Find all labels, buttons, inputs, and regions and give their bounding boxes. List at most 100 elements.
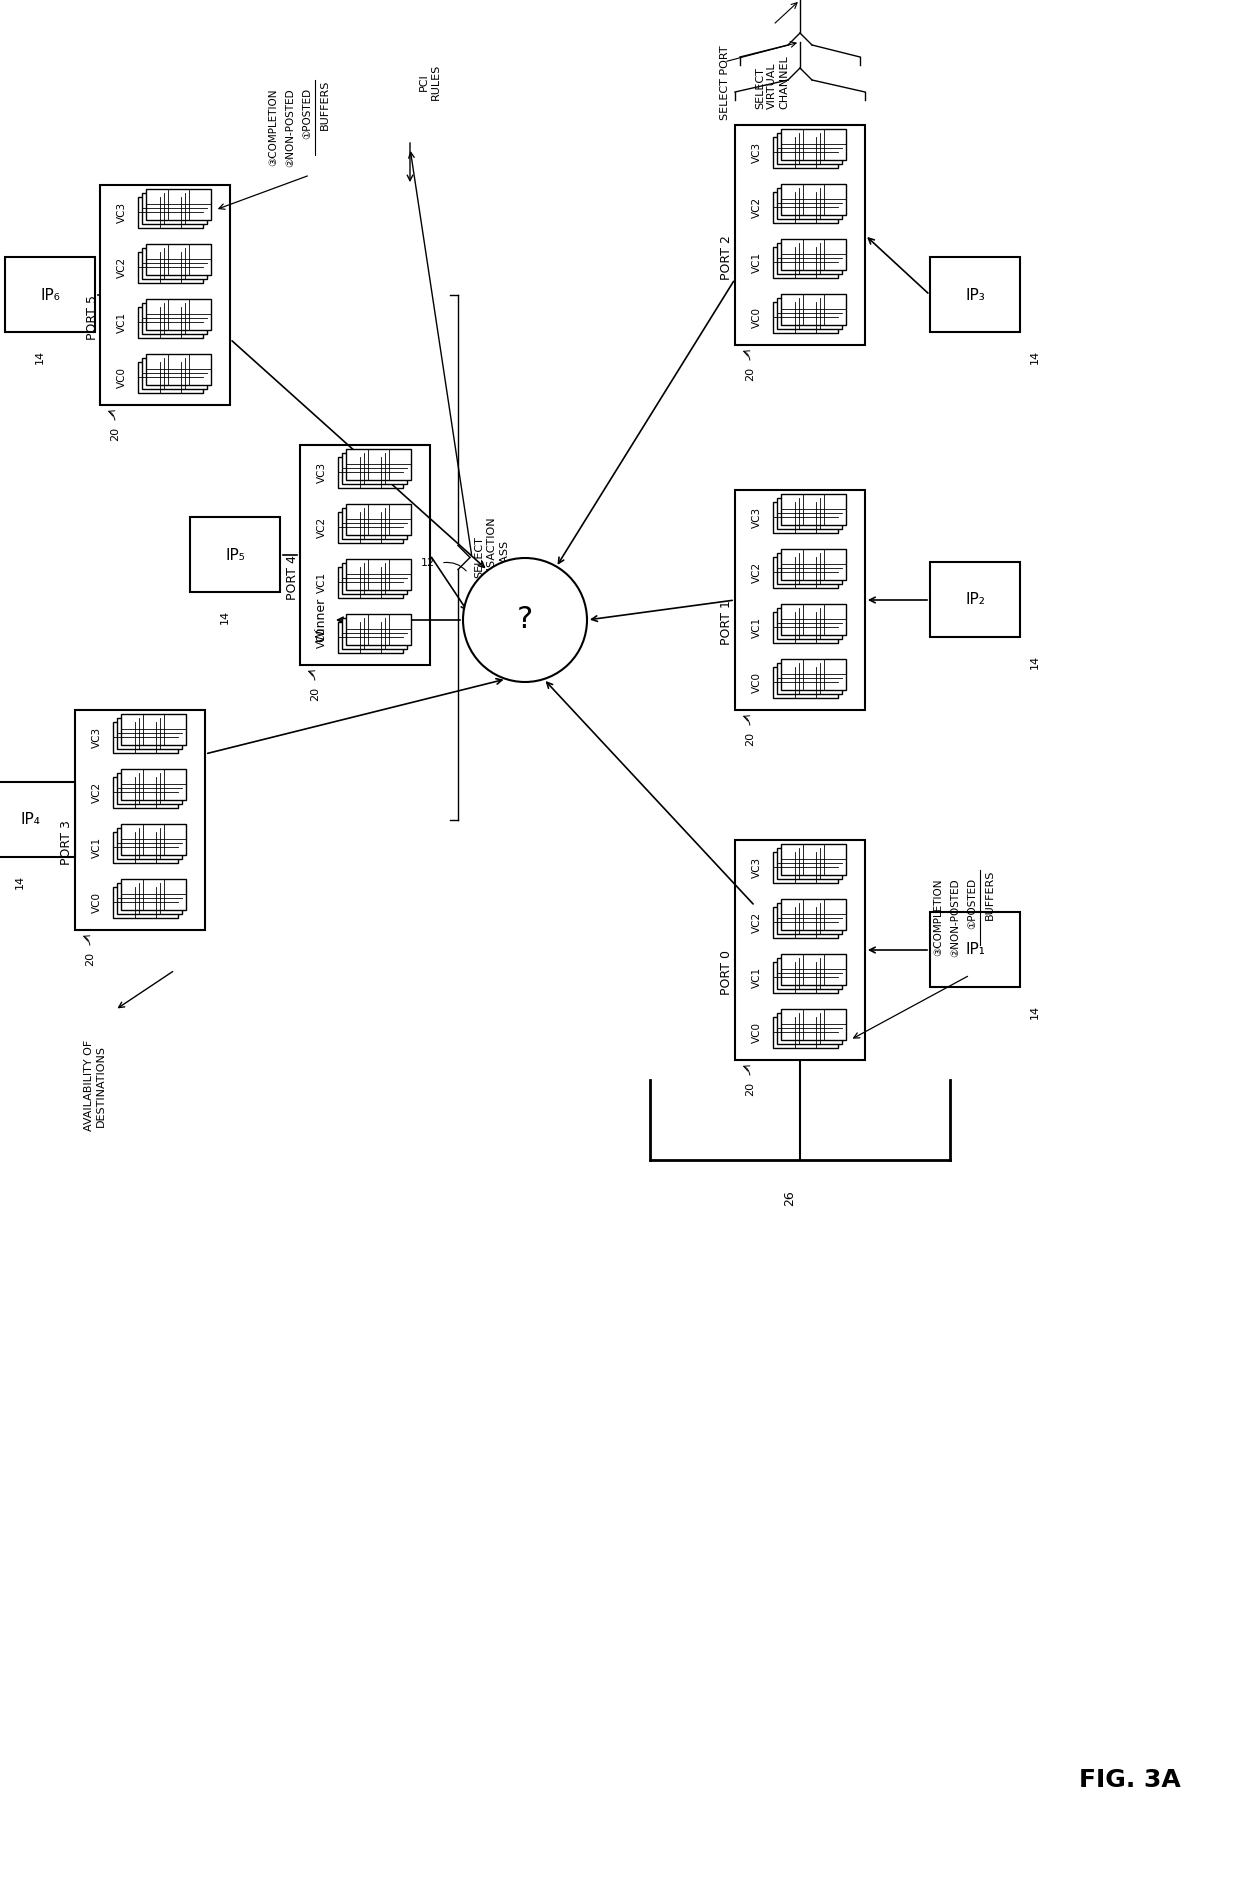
Text: IP₄: IP₄	[20, 812, 40, 827]
Text: 12: 12	[420, 559, 435, 568]
Bar	[773, 1017, 838, 1047]
Bar	[122, 715, 186, 745]
Bar	[781, 954, 846, 985]
Bar	[777, 1013, 842, 1044]
Bar	[346, 504, 410, 534]
Bar	[122, 880, 186, 909]
Bar	[773, 137, 838, 167]
Text: 20: 20	[745, 1082, 755, 1097]
Text: VC2: VC2	[317, 517, 327, 538]
Bar	[146, 298, 211, 329]
Bar	[773, 192, 838, 222]
Text: 20: 20	[745, 367, 755, 380]
Text: FIG. 3A: FIG. 3A	[1079, 1768, 1180, 1793]
Text: 20: 20	[86, 952, 95, 966]
Bar	[190, 517, 280, 593]
Bar	[346, 559, 410, 589]
Text: VC1: VC1	[751, 968, 763, 989]
Bar	[146, 190, 211, 221]
Bar	[781, 1009, 846, 1040]
Bar	[122, 825, 186, 855]
Bar	[773, 852, 838, 882]
Text: VC0: VC0	[751, 671, 763, 694]
Text: SELECT
VIRTUAL
CHANNEL: SELECT VIRTUAL CHANNEL	[755, 55, 790, 108]
Text: 26: 26	[784, 1190, 796, 1205]
Text: 14: 14	[1030, 1006, 1040, 1019]
Bar	[773, 247, 838, 278]
Text: VC2: VC2	[751, 198, 763, 219]
Text: ③COMPLETION: ③COMPLETION	[932, 878, 942, 956]
Bar	[773, 557, 838, 587]
Bar	[346, 614, 410, 644]
Text: VC3: VC3	[751, 857, 763, 878]
Bar	[781, 184, 846, 215]
Bar	[113, 888, 179, 918]
Bar	[781, 129, 846, 160]
Bar	[773, 962, 838, 992]
Text: 14: 14	[1030, 656, 1040, 669]
Text: VC3: VC3	[751, 143, 763, 163]
Text: IP₃: IP₃	[965, 287, 985, 302]
Bar	[113, 722, 179, 753]
Bar	[146, 354, 211, 384]
Text: BUFFERS: BUFFERS	[320, 80, 330, 131]
Text: Winner: Winner	[315, 599, 329, 643]
Text: VC3: VC3	[317, 462, 327, 483]
Text: IP₅: IP₅	[226, 547, 244, 563]
Bar	[5, 257, 95, 333]
Bar	[339, 513, 403, 542]
Text: 14: 14	[15, 874, 25, 890]
Text: VC0: VC0	[92, 892, 102, 912]
Bar	[138, 253, 203, 283]
Text: PORT 0: PORT 0	[720, 950, 734, 994]
Bar	[339, 622, 403, 652]
Text: VC0: VC0	[751, 306, 763, 329]
Text: ②NON-POSTED: ②NON-POSTED	[285, 87, 295, 167]
Bar	[143, 194, 207, 224]
Bar	[117, 884, 182, 914]
Bar	[117, 774, 182, 804]
Bar	[777, 243, 842, 274]
Text: VC0: VC0	[317, 627, 327, 648]
Bar	[122, 770, 186, 800]
Circle shape	[463, 559, 587, 682]
Bar	[342, 508, 407, 538]
Text: IP₆: IP₆	[40, 287, 60, 302]
Text: ②NON-POSTED: ②NON-POSTED	[950, 878, 960, 956]
Bar	[781, 844, 846, 874]
Bar	[781, 899, 846, 930]
Text: VC1: VC1	[92, 836, 102, 857]
Bar	[339, 566, 403, 597]
Bar	[339, 458, 403, 489]
Bar	[735, 840, 866, 1061]
Bar	[143, 304, 207, 333]
Bar	[138, 363, 203, 394]
Bar	[342, 563, 407, 593]
Bar	[773, 502, 838, 532]
Text: VC3: VC3	[92, 726, 102, 749]
Text: 20: 20	[310, 686, 320, 701]
Bar	[781, 660, 846, 690]
Bar	[74, 709, 205, 930]
Text: PORT 5: PORT 5	[86, 295, 98, 340]
Text: 14: 14	[219, 610, 229, 624]
Text: SELECT PORT: SELECT PORT	[720, 46, 730, 120]
Text: VC1: VC1	[317, 572, 327, 593]
Bar	[100, 184, 229, 405]
Bar	[930, 563, 1021, 637]
Bar	[930, 257, 1021, 333]
Text: 20: 20	[110, 428, 120, 441]
Bar	[777, 663, 842, 694]
Text: PORT 1: PORT 1	[720, 601, 734, 644]
Text: ①POSTED: ①POSTED	[303, 87, 312, 139]
Bar	[777, 188, 842, 219]
Text: VC1: VC1	[751, 253, 763, 274]
Bar	[117, 829, 182, 859]
Bar	[346, 449, 410, 479]
Bar	[342, 618, 407, 648]
Text: 14: 14	[1030, 350, 1040, 365]
Text: 20: 20	[745, 732, 755, 745]
Bar	[777, 498, 842, 528]
Bar	[777, 298, 842, 329]
Text: PORT 2: PORT 2	[720, 236, 734, 279]
